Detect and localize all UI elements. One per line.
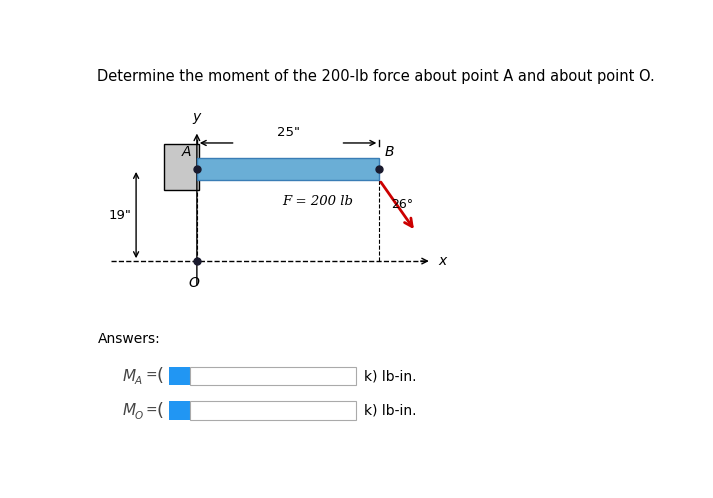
- Text: O: O: [135, 411, 143, 421]
- Text: 19": 19": [108, 209, 131, 222]
- Text: =: =: [145, 403, 157, 418]
- Bar: [190, 401, 356, 420]
- Text: M: M: [123, 369, 135, 383]
- Text: (: (: [157, 401, 163, 420]
- Text: 26°: 26°: [391, 198, 414, 211]
- Bar: [169, 367, 190, 385]
- Text: M: M: [123, 403, 135, 418]
- Bar: [169, 401, 190, 420]
- Text: y: y: [193, 110, 201, 124]
- Text: O: O: [189, 276, 200, 290]
- Text: i: i: [178, 369, 182, 383]
- Text: B: B: [384, 145, 394, 159]
- Text: A: A: [135, 376, 142, 386]
- Bar: [190, 367, 356, 385]
- Text: Answers:: Answers:: [98, 332, 160, 346]
- Text: x: x: [438, 254, 446, 268]
- Text: i: i: [178, 403, 182, 418]
- Text: (: (: [157, 367, 163, 385]
- Text: F = 200 lb: F = 200 lb: [282, 195, 353, 208]
- Bar: [197, 158, 379, 180]
- Text: =: =: [145, 369, 157, 383]
- Text: k) lb-in.: k) lb-in.: [364, 403, 417, 418]
- Text: 25": 25": [277, 126, 299, 139]
- Bar: [164, 144, 198, 190]
- Text: A: A: [183, 145, 192, 159]
- Text: k) lb-in.: k) lb-in.: [364, 369, 417, 383]
- Text: Determine the moment of the 200-lb force about point A and about point O.: Determine the moment of the 200-lb force…: [98, 69, 655, 84]
